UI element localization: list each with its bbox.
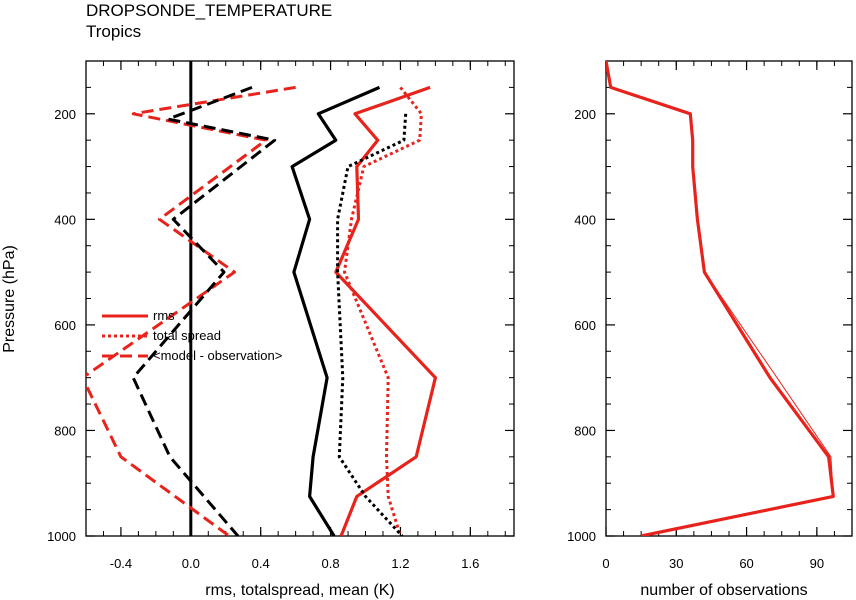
p1-y-tick-label: 400 [54,212,76,227]
p2-x-tick-label: 90 [810,556,824,571]
x-axis-label: rms, totalspread, mean (K) [205,582,394,599]
p2-series-red-solid-line [606,61,835,536]
p1-series-red-dotted-line [343,86,423,536]
p2-x-tick-label: 30 [669,556,683,571]
chart-title: DROPSONDE_TEMPERATURE [86,1,333,20]
legend-label-total-spread: total spread [153,328,221,343]
p2-series-red-solid-line [606,61,834,536]
p2-frame [605,60,853,537]
p1-series-black-dashed-line [131,85,277,536]
p1-x-tick-label: -0.4 [110,556,132,571]
p1-series-black-dotted-line [336,113,408,536]
legend-label-rms: rms [153,308,175,323]
legend-label-mean: <model - observation> [153,348,282,363]
p1-series-black-solid-line [290,85,381,536]
chart-subtitle: Tropics [86,22,142,41]
p1-x-tick-label: 0.8 [322,556,340,571]
p1-x-tick-label: 0.4 [252,556,270,571]
p1-y-tick-label: 600 [54,318,76,333]
p2-series-group [606,61,835,536]
p1-y-tick-label: 800 [54,423,76,438]
p2-x-tick-label: 60 [739,556,753,571]
p1-series-red-solid-line [334,85,437,536]
p2-y-tick-label: 600 [574,318,596,333]
profile-panel: 200 400 600 800 1000 -0.4 0.0 0.4 0.8 1.2 1.6 [47,60,515,571]
p1-series-group [86,85,437,536]
observations-panel: 200 400 600 800 1000 0 30 60 90 [567,60,853,571]
legend: rms total spread <model - observation> [102,308,282,363]
obs-x-axis-label: number of observations [640,582,807,599]
p1-x-tick-label: 1.6 [461,556,479,571]
p1-frame [85,60,515,537]
p2-y-tick-label: 800 [574,423,596,438]
p2-y-tick-label: 200 [574,107,596,122]
p1-x-tick-label: 0.0 [182,556,200,571]
p1-x-tick-label: 1.2 [391,556,409,571]
y-axis-label: Pressure (hPa) [1,245,18,353]
p2-y-tick-label: 400 [574,212,596,227]
p1-y-tick-label: 200 [54,107,76,122]
p2-y-tick-label: 1000 [567,529,596,544]
p2-x-tick-label: 0 [602,556,609,571]
p1-y-tick-label: 1000 [47,529,76,544]
